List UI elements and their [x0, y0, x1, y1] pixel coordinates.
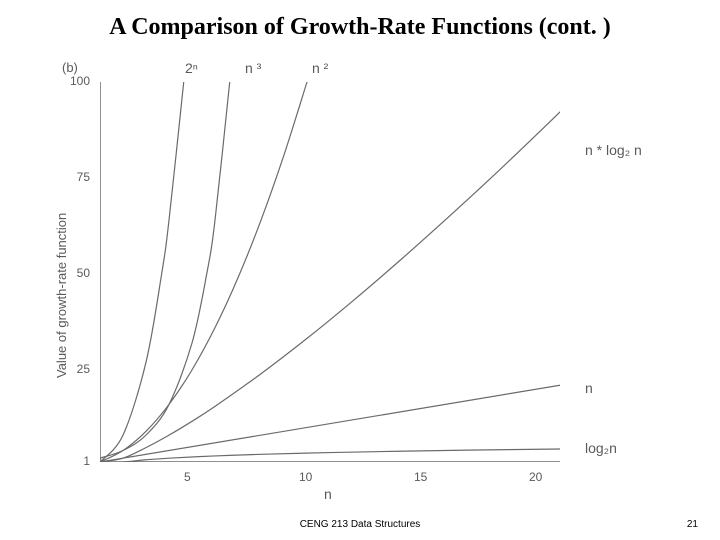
curve-label-n^2: n ²: [312, 60, 328, 76]
curve-label-n: n: [585, 380, 593, 396]
curve-n^2: [100, 82, 307, 462]
y-tick-label: 25: [77, 362, 90, 376]
chart-svg: [100, 82, 560, 462]
panel-sublabel: (b): [62, 60, 78, 75]
slide-title: A Comparison of Growth-Rate Functions (c…: [0, 14, 720, 41]
footer-course: CENG 213 Data Structures: [0, 519, 720, 530]
y-axis-title: Value of growth-rate function: [54, 213, 69, 378]
curve-2^n: [100, 82, 230, 458]
x-tick-label: 15: [414, 470, 427, 484]
x-tick-label: 5: [184, 470, 191, 484]
curve-label-log2(n): log₂n: [585, 440, 617, 456]
footer-page-number: 21: [687, 519, 698, 530]
curve-n^3: [100, 82, 184, 462]
curve-n*log2(n): [100, 112, 560, 462]
y-tick-label: 50: [77, 266, 90, 280]
x-tick-label: 20: [529, 470, 542, 484]
y-tick-label: 75: [77, 170, 90, 184]
x-tick-label: 10: [299, 470, 312, 484]
curve-label-n^3: n ³: [245, 60, 261, 76]
x-axis-title: n: [324, 486, 332, 502]
curve-label-n*log2(n): n * log₂ n: [585, 142, 642, 158]
curve-n: [100, 385, 560, 462]
growth-rate-chart: [100, 82, 560, 462]
y-tick-label: 100: [70, 74, 90, 88]
curve-label-2^n: 2ⁿ: [185, 60, 198, 76]
y-tick-label: 1: [83, 454, 90, 468]
